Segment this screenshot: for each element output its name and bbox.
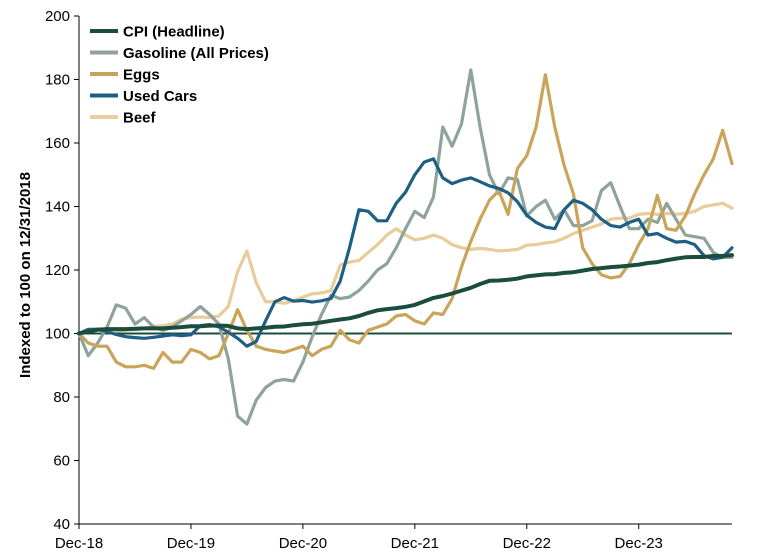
y-axis-label: Indexed to 100 on 12/31/2018 <box>17 172 34 378</box>
legend-label-beef: Beef <box>123 110 157 127</box>
y-tick-label: 160 <box>45 135 70 152</box>
legend-label-gasoline-all-prices: Gasoline (All Prices) <box>123 45 269 62</box>
x-axis: Dec-18 Dec-19 Dec-20 Dec-21 Dec-22 Dec-23 <box>55 523 732 552</box>
legend-label-cpi-headline: CPI (Headline) <box>123 24 225 41</box>
series-line-eggs <box>77 73 734 370</box>
y-tick-label: 100 <box>45 326 70 343</box>
x-tick-label: Dec-23 <box>615 535 663 552</box>
y-tick-label: 80 <box>53 389 70 406</box>
y-tick-label: 180 <box>45 72 70 89</box>
y-tick-label: 60 <box>53 453 70 470</box>
x-tick-label: Dec-22 <box>503 535 551 552</box>
x-tick-label: Dec-20 <box>279 535 327 552</box>
series-layer <box>77 68 734 426</box>
y-tick-label: 200 <box>45 8 70 25</box>
x-tick-label: Dec-18 <box>55 535 103 552</box>
legend-label-eggs: Eggs <box>123 67 160 84</box>
y-tick-label: 40 <box>53 516 70 533</box>
series-line-cpi-headline <box>77 253 734 336</box>
legend: CPI (Headline) Gasoline (All Prices) Eggs U… <box>90 24 269 127</box>
x-tick-label: Dec-19 <box>167 535 215 552</box>
series-line-gasoline-all-prices <box>77 68 734 426</box>
legend-label-used-cars: Used Cars <box>123 88 197 105</box>
y-tick-label: 120 <box>45 262 70 279</box>
y-axis: 40 60 80 100 120 140 160 180 200 <box>45 8 80 533</box>
y-tick-label: 140 <box>45 199 70 216</box>
series-line-used-cars <box>77 157 734 348</box>
x-tick-label: Dec-21 <box>391 535 439 552</box>
